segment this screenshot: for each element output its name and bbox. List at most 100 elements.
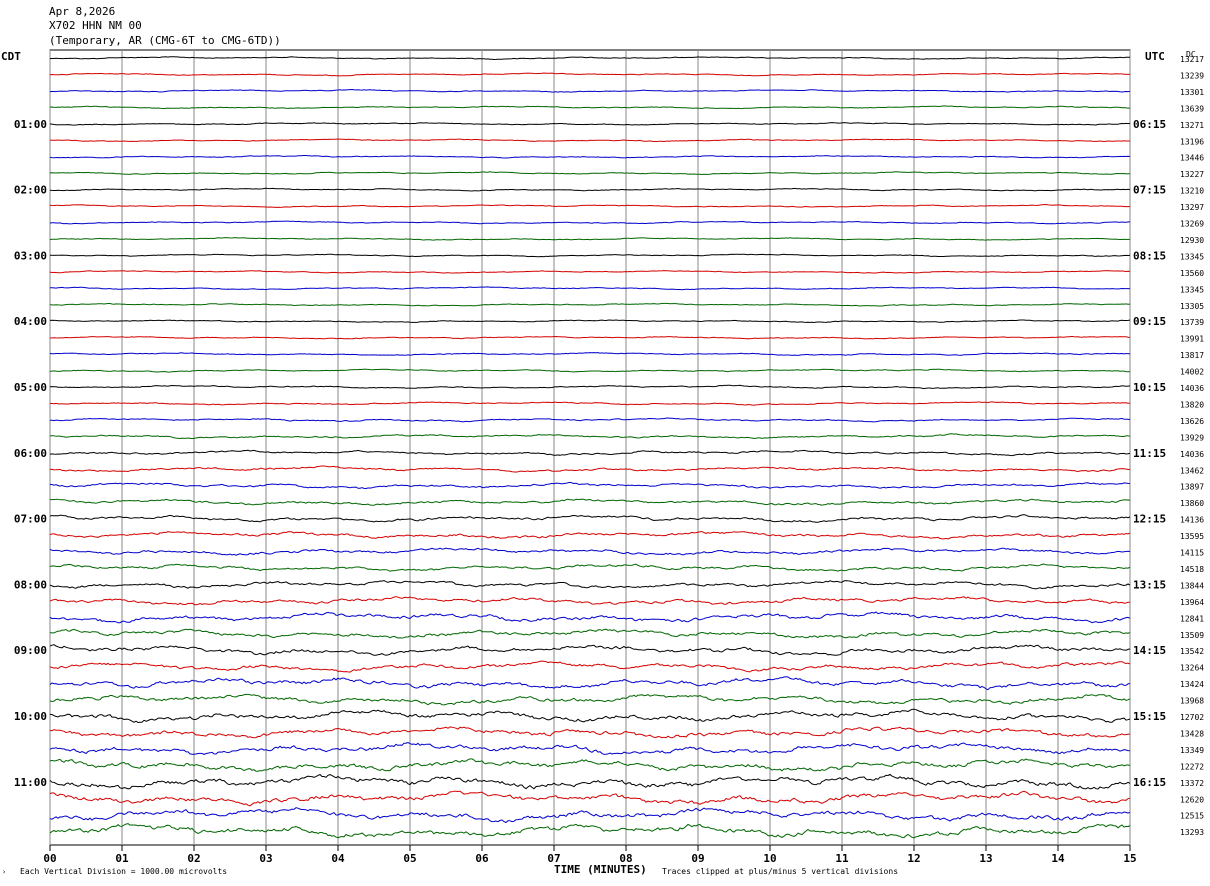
seismic-trace <box>49 203 1131 208</box>
dc-offset-label: 13595 <box>1180 532 1204 541</box>
dc-offset-label: 13293 <box>1180 828 1204 837</box>
plot-frame <box>49 49 1131 846</box>
seismic-trace <box>50 401 1131 406</box>
right-time-label: 13:15 <box>1133 578 1166 591</box>
dc-offset-label: 14136 <box>1180 516 1204 525</box>
seismic-trace <box>49 758 1131 772</box>
dc-offset-label: 13424 <box>1180 680 1204 689</box>
x-tick-label: 14 <box>1051 852 1065 865</box>
dc-offset-label: 13269 <box>1180 220 1204 229</box>
seismic-trace <box>49 465 1131 473</box>
seismic-trace <box>49 72 1131 77</box>
left-time-label: 03:00 <box>14 249 47 262</box>
x-tick-label: 07 <box>547 852 560 865</box>
dc-offset-label: 13844 <box>1180 581 1204 590</box>
dc-offset-label: 12702 <box>1180 713 1204 722</box>
seismic-trace <box>49 611 1131 624</box>
seismic-trace <box>49 693 1131 706</box>
dc-offset-label: 13897 <box>1180 483 1204 492</box>
x-tick-label: 05 <box>403 852 416 865</box>
dc-offset-label: 13217 <box>1180 55 1204 64</box>
left-time-label: 04:00 <box>14 315 47 328</box>
seismic-trace <box>49 773 1131 790</box>
x-tick-label: 10 <box>763 852 776 865</box>
x-tick-label: 11 <box>835 852 849 865</box>
seismic-trace <box>49 384 1131 390</box>
left-time-label: 02:00 <box>14 184 47 197</box>
right-time-label: 07:15 <box>1133 184 1166 197</box>
dc-offset-label: 13820 <box>1180 400 1204 409</box>
dc-offset-label: 12841 <box>1180 614 1204 623</box>
dc-offset-label: 13860 <box>1180 499 1204 508</box>
dc-offset-label: 13991 <box>1180 335 1204 344</box>
clip-note: Traces clipped at plus/minus 5 vertical … <box>662 867 899 876</box>
x-tick-label: 08 <box>619 852 632 865</box>
seismic-trace <box>49 319 1131 324</box>
dc-offset-label: 13264 <box>1180 664 1204 673</box>
seismic-trace <box>49 660 1131 673</box>
dc-offset-label: 13739 <box>1180 318 1204 327</box>
seismic-trace <box>49 187 1131 192</box>
right-time-label: 10:15 <box>1133 381 1166 394</box>
dc-offset-label: 12620 <box>1180 795 1204 804</box>
dc-offset-label: 13509 <box>1180 631 1204 640</box>
right-time-label: 16:15 <box>1133 776 1166 789</box>
seismic-trace <box>49 449 1131 457</box>
dc-offset-label: 13349 <box>1180 746 1204 755</box>
dc-offset-label: 13964 <box>1180 598 1204 607</box>
left-time-label: 05:00 <box>14 381 47 394</box>
x-tick-label: 06 <box>475 852 489 865</box>
dc-offset-label: 13968 <box>1180 697 1204 706</box>
seismic-trace <box>49 547 1131 556</box>
seismic-trace <box>49 138 1130 143</box>
dc-offset-label: 14115 <box>1180 549 1204 558</box>
dc-offset-label: 13639 <box>1180 104 1204 113</box>
dc-offset-label: 13817 <box>1180 351 1204 360</box>
left-time-label: 10:00 <box>14 710 47 723</box>
left-time-label: 07:00 <box>14 513 47 526</box>
right-time-label: 12:15 <box>1133 513 1166 526</box>
dc-offset-label: 13428 <box>1180 729 1204 738</box>
seismic-trace <box>49 417 1131 423</box>
seismic-trace <box>49 368 1131 373</box>
dc-offset-label: 13372 <box>1180 779 1204 788</box>
right-time-label: 11:15 <box>1133 447 1166 460</box>
dc-offset-label: 13929 <box>1180 433 1204 442</box>
x-tick-label: 01 <box>115 852 129 865</box>
seismic-trace <box>49 220 1131 225</box>
seismic-trace <box>49 676 1131 691</box>
dc-offset-label: 13196 <box>1180 137 1204 146</box>
x-tick-label: 04 <box>331 852 345 865</box>
left-timezone-label: CDT <box>1 50 21 63</box>
seismic-trace <box>49 56 1131 61</box>
seismic-trace <box>49 302 1131 307</box>
seismic-trace <box>49 286 1131 291</box>
seismic-trace <box>49 88 1131 93</box>
left-time-label: 09:00 <box>14 644 47 657</box>
left-time-label: 11:00 <box>14 776 47 789</box>
seismic-trace <box>50 481 1131 490</box>
seismic-trace <box>49 514 1131 523</box>
seismic-trace <box>49 579 1131 590</box>
seismic-trace <box>49 708 1131 724</box>
seismic-trace <box>49 335 1131 340</box>
date-label: Apr 8,2026 <box>49 5 116 18</box>
dc-offset-label: 13446 <box>1180 154 1204 163</box>
dc-offset-label: 13626 <box>1180 417 1204 426</box>
x-tick-label: 13 <box>979 852 992 865</box>
x-tick-label: 02 <box>187 852 200 865</box>
dc-offset-label: 13297 <box>1180 203 1204 212</box>
dc-column-label: DC <box>1186 50 1196 59</box>
dc-offset-label: 13239 <box>1180 71 1204 80</box>
dc-offset-label: 14002 <box>1180 368 1204 377</box>
network-label: (Temporary, AR (CMG-6T to CMG-6TD)) <box>49 34 281 47</box>
seismic-trace <box>49 823 1131 839</box>
seismic-trace <box>49 628 1131 639</box>
seismic-trace <box>50 253 1131 258</box>
left-time-label: 01:00 <box>14 118 47 131</box>
seismic-trace <box>49 433 1131 440</box>
dc-offset-label: 13560 <box>1180 269 1204 278</box>
left-time-label: 06:00 <box>14 447 47 460</box>
right-timezone-label: UTC <box>1145 50 1165 63</box>
